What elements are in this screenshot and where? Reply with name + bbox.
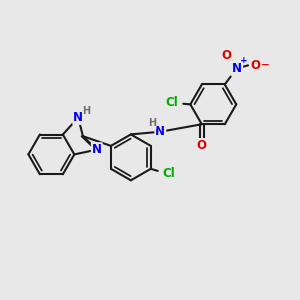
Text: O: O <box>197 139 207 152</box>
Text: H: H <box>82 106 91 116</box>
Text: Cl: Cl <box>163 167 176 180</box>
Text: O: O <box>222 50 232 62</box>
Text: Cl: Cl <box>166 96 178 110</box>
Text: +: + <box>240 56 248 64</box>
Text: O: O <box>250 59 260 72</box>
Text: H: H <box>148 118 156 128</box>
Text: N: N <box>155 125 165 138</box>
Text: N: N <box>232 62 242 75</box>
Text: −: − <box>260 60 269 70</box>
Text: N: N <box>73 111 83 124</box>
Text: N: N <box>92 143 102 156</box>
